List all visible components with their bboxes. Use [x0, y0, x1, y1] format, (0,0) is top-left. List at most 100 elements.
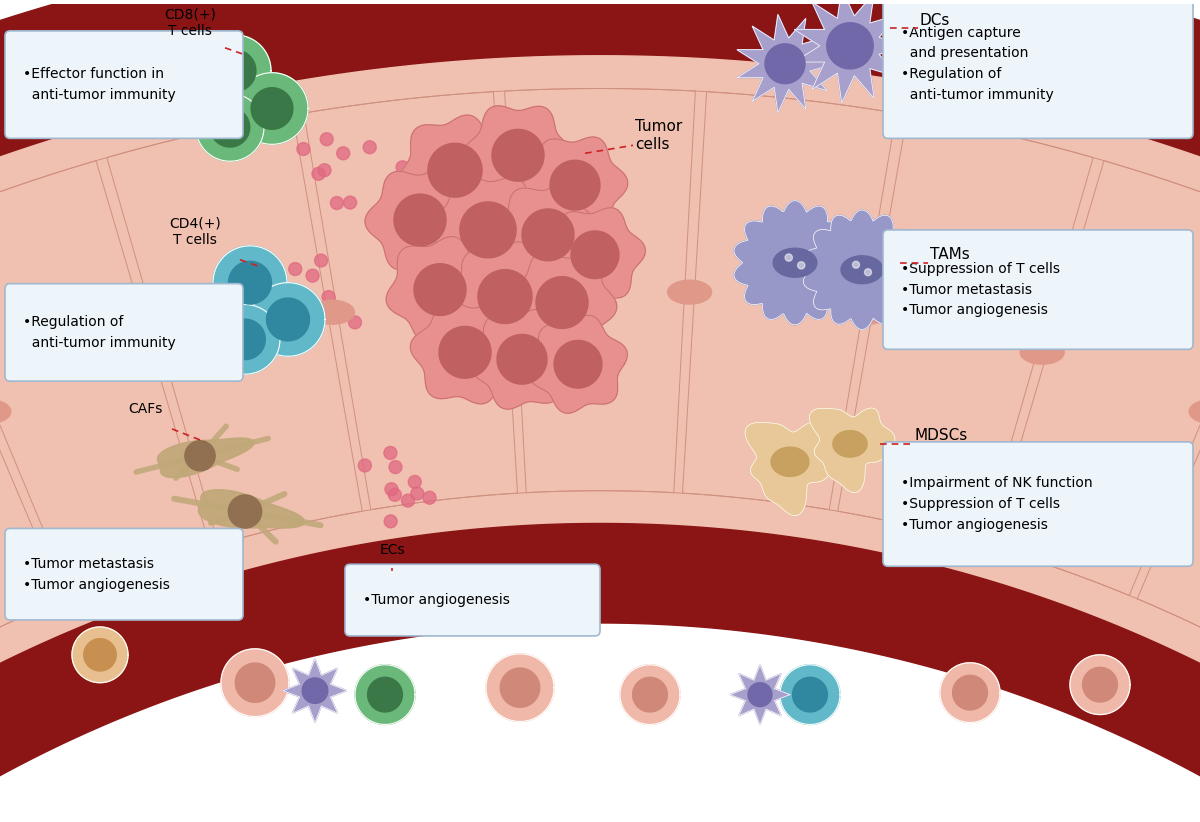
- Polygon shape: [196, 94, 264, 161]
- Circle shape: [424, 492, 436, 504]
- Circle shape: [330, 196, 343, 210]
- Circle shape: [337, 147, 349, 159]
- Polygon shape: [235, 663, 275, 702]
- Polygon shape: [798, 261, 805, 269]
- Circle shape: [271, 289, 284, 302]
- Polygon shape: [772, 447, 809, 477]
- Circle shape: [296, 142, 310, 155]
- Polygon shape: [737, 15, 835, 113]
- Polygon shape: [780, 665, 840, 724]
- Polygon shape: [365, 170, 475, 270]
- Polygon shape: [198, 490, 305, 528]
- Circle shape: [396, 161, 409, 173]
- Polygon shape: [428, 143, 482, 197]
- Polygon shape: [1070, 655, 1130, 714]
- Polygon shape: [505, 89, 896, 510]
- Polygon shape: [794, 0, 908, 103]
- Circle shape: [410, 487, 424, 500]
- Circle shape: [322, 290, 335, 303]
- Circle shape: [312, 168, 325, 180]
- Polygon shape: [683, 92, 1093, 544]
- Text: CD4(+)
T cells: CD4(+) T cells: [169, 217, 221, 247]
- FancyBboxPatch shape: [5, 284, 242, 381]
- Polygon shape: [785, 254, 792, 261]
- Polygon shape: [251, 283, 325, 356]
- Polygon shape: [199, 35, 271, 107]
- Polygon shape: [210, 304, 280, 374]
- Polygon shape: [545, 208, 646, 302]
- Text: MDSCs: MDSCs: [916, 428, 968, 443]
- Polygon shape: [428, 176, 547, 284]
- Polygon shape: [304, 89, 695, 510]
- Text: •Tumor metastasis
•Tumor angiogenesis: •Tumor metastasis •Tumor angiogenesis: [23, 557, 170, 592]
- Polygon shape: [486, 653, 554, 722]
- Polygon shape: [1138, 229, 1200, 746]
- Circle shape: [389, 488, 401, 501]
- FancyBboxPatch shape: [5, 529, 242, 620]
- Polygon shape: [0, 56, 1200, 732]
- Polygon shape: [536, 277, 588, 329]
- FancyBboxPatch shape: [883, 442, 1193, 566]
- Polygon shape: [460, 202, 516, 258]
- Polygon shape: [529, 316, 628, 413]
- Polygon shape: [493, 183, 602, 286]
- Polygon shape: [522, 137, 628, 233]
- Polygon shape: [311, 300, 354, 324]
- Polygon shape: [266, 298, 310, 341]
- Polygon shape: [1020, 340, 1064, 364]
- Polygon shape: [210, 108, 250, 147]
- Polygon shape: [228, 495, 262, 528]
- Polygon shape: [793, 677, 827, 712]
- Polygon shape: [410, 301, 520, 404]
- Polygon shape: [488, 280, 533, 304]
- Polygon shape: [766, 44, 805, 84]
- Polygon shape: [367, 677, 402, 712]
- Polygon shape: [0, 0, 1200, 338]
- Circle shape: [389, 460, 402, 473]
- Polygon shape: [990, 160, 1200, 663]
- Polygon shape: [214, 50, 256, 91]
- Polygon shape: [827, 23, 874, 69]
- Polygon shape: [386, 237, 494, 343]
- Circle shape: [318, 164, 331, 177]
- Polygon shape: [0, 229, 62, 746]
- Polygon shape: [394, 194, 446, 246]
- Polygon shape: [809, 408, 895, 492]
- Polygon shape: [0, 160, 210, 663]
- Polygon shape: [508, 252, 617, 353]
- Circle shape: [384, 515, 397, 528]
- Text: •Tumor angiogenesis: •Tumor angiogenesis: [364, 593, 510, 607]
- Polygon shape: [214, 246, 287, 320]
- Circle shape: [314, 254, 328, 267]
- Polygon shape: [745, 423, 840, 515]
- Polygon shape: [500, 668, 540, 707]
- FancyBboxPatch shape: [883, 230, 1193, 349]
- Polygon shape: [730, 665, 790, 724]
- Polygon shape: [400, 115, 511, 225]
- Polygon shape: [157, 438, 254, 478]
- Polygon shape: [0, 115, 362, 595]
- Polygon shape: [469, 309, 575, 409]
- Text: •Impairment of NK function
•Suppression of T cells
•Tumor angiogenesis: •Impairment of NK function •Suppression …: [901, 477, 1093, 532]
- Polygon shape: [84, 639, 116, 671]
- FancyBboxPatch shape: [346, 564, 600, 636]
- Polygon shape: [224, 319, 265, 359]
- Text: •Antigen capture
  and presentation
•Regulation of
  anti-tumor immunity: •Antigen capture and presentation •Regul…: [901, 25, 1054, 102]
- Polygon shape: [497, 335, 547, 384]
- Polygon shape: [236, 72, 308, 145]
- Text: CAFs: CAFs: [128, 402, 162, 416]
- Polygon shape: [838, 115, 1200, 595]
- Circle shape: [408, 475, 421, 488]
- Circle shape: [343, 196, 356, 209]
- Text: DCs: DCs: [920, 13, 950, 29]
- Circle shape: [384, 446, 397, 459]
- Circle shape: [348, 316, 361, 329]
- Polygon shape: [449, 242, 562, 351]
- Polygon shape: [228, 261, 271, 304]
- Polygon shape: [463, 106, 572, 205]
- Circle shape: [364, 141, 377, 154]
- Polygon shape: [554, 340, 602, 388]
- Polygon shape: [283, 658, 347, 723]
- Text: •Suppression of T cells
•Tumor metastasis
•Tumor angiogenesis: •Suppression of T cells •Tumor metastasi…: [901, 262, 1060, 317]
- Polygon shape: [748, 683, 772, 707]
